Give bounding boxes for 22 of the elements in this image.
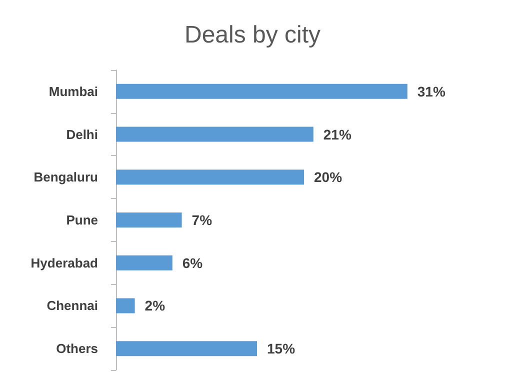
- data-label: 2%: [144, 298, 166, 314]
- data-label: 15%: [267, 340, 296, 357]
- y-tick-label: Bengaluru: [34, 170, 98, 185]
- chart-title: Deals by city: [184, 22, 321, 48]
- y-tick-label: Hyderabad: [30, 255, 98, 270]
- data-label: 21%: [323, 126, 352, 142]
- y-tick-label: Pune: [66, 212, 98, 228]
- y-tick-label: Mumbai: [48, 84, 98, 99]
- data-label: 31%: [417, 83, 446, 100]
- data-label: 7%: [192, 212, 213, 228]
- bar: [116, 126, 314, 142]
- bar: [116, 170, 304, 185]
- bar: [116, 255, 172, 270]
- y-tick-label: Delhi: [66, 126, 98, 142]
- y-tick-label: Others: [56, 341, 98, 356]
- data-label: 20%: [314, 169, 343, 186]
- y-tick-label: Chennai: [46, 298, 98, 314]
- bar: [116, 84, 408, 99]
- data-label: 6%: [182, 254, 204, 271]
- bar: [116, 212, 182, 228]
- bar: [116, 298, 135, 314]
- bar: [116, 341, 257, 356]
